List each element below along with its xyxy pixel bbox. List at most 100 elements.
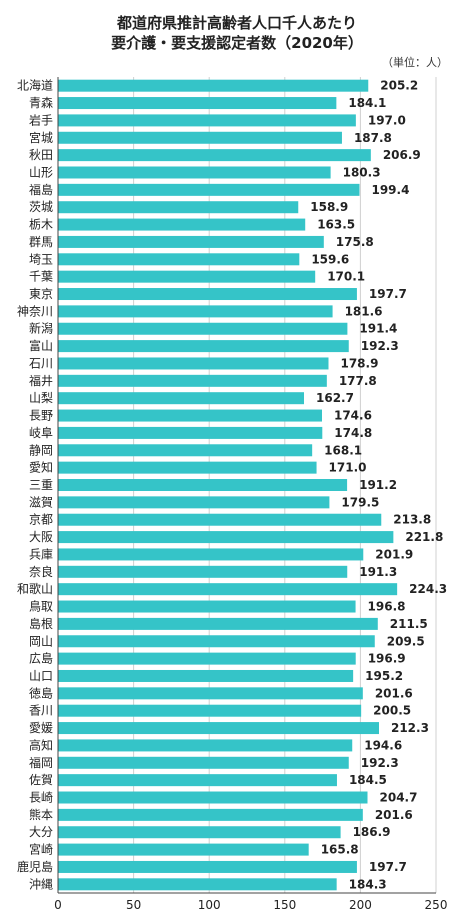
bar xyxy=(58,426,323,439)
bar xyxy=(58,201,299,214)
value-label: 181.6 xyxy=(345,304,383,318)
value-label: 206.9 xyxy=(383,148,421,162)
bar xyxy=(58,288,357,301)
bar xyxy=(58,79,369,92)
value-label: 187.8 xyxy=(354,131,392,145)
category-label: 愛媛 xyxy=(29,721,53,735)
category-label: 栃木 xyxy=(29,218,53,232)
category-label: 広島 xyxy=(29,651,53,666)
value-label: 199.4 xyxy=(371,183,409,197)
category-label: 長野 xyxy=(29,409,53,423)
category-label: 和歌山 xyxy=(17,581,53,596)
value-label: 168.1 xyxy=(324,443,362,457)
category-label: 福岡 xyxy=(29,755,53,770)
category-label: 徳島 xyxy=(29,685,53,700)
value-label: 184.5 xyxy=(349,773,387,787)
category-label: 東京 xyxy=(29,287,53,301)
category-label: 奈良 xyxy=(29,564,53,579)
bar xyxy=(58,97,337,110)
value-label: 196.8 xyxy=(368,600,406,614)
bar xyxy=(58,687,363,700)
category-label: 新潟 xyxy=(29,321,53,336)
x-tick-label: 200 xyxy=(349,898,372,912)
category-label: 山口 xyxy=(29,669,53,683)
value-label: 211.5 xyxy=(390,617,428,631)
x-tick-label: 0 xyxy=(54,898,62,912)
bar xyxy=(58,444,313,457)
value-label: 178.9 xyxy=(340,356,378,370)
bar xyxy=(58,131,342,144)
bar xyxy=(58,270,316,283)
bar xyxy=(58,253,300,266)
value-label: 201.6 xyxy=(375,686,413,700)
value-label: 201.6 xyxy=(375,808,413,822)
value-label: 158.9 xyxy=(310,200,348,214)
category-label: 静岡 xyxy=(29,443,53,457)
chart-title-line-1: 都道府県推計高齢者人口千人あたり xyxy=(116,14,357,32)
bar xyxy=(58,218,306,231)
value-label: 200.5 xyxy=(373,704,411,718)
category-label: 神奈川 xyxy=(17,304,53,318)
category-label: 大阪 xyxy=(29,530,53,544)
value-label: 186.9 xyxy=(353,825,391,839)
bar xyxy=(58,392,305,405)
bar xyxy=(58,722,379,735)
value-label: 179.5 xyxy=(341,495,379,509)
value-label: 213.8 xyxy=(393,513,431,527)
category-label: 秋田 xyxy=(29,148,53,162)
bar xyxy=(58,305,333,318)
x-tick-label: 150 xyxy=(273,898,296,912)
value-label: 191.2 xyxy=(359,478,397,492)
category-label: 群馬 xyxy=(29,235,53,249)
category-label: 山梨 xyxy=(29,391,53,405)
bar xyxy=(58,357,329,370)
bar xyxy=(58,583,398,596)
bar xyxy=(58,235,324,248)
bar xyxy=(58,322,348,335)
category-label: 山形 xyxy=(29,165,53,179)
bar xyxy=(58,756,349,769)
bar xyxy=(58,774,337,787)
category-label: 三重 xyxy=(29,478,53,492)
category-label: 石川 xyxy=(29,356,53,370)
value-label: 175.8 xyxy=(336,235,374,249)
bar xyxy=(58,635,375,648)
bar xyxy=(58,791,368,804)
category-label: 愛知 xyxy=(29,461,53,475)
category-label: 鳥取 xyxy=(29,599,53,614)
value-label: 205.2 xyxy=(380,79,418,93)
bar xyxy=(58,808,363,821)
value-label: 177.8 xyxy=(339,374,377,388)
bar xyxy=(58,600,356,613)
category-label: 埼玉 xyxy=(29,252,53,266)
category-label: 福井 xyxy=(29,373,53,388)
category-label: 熊本 xyxy=(29,807,53,822)
value-label: 221.8 xyxy=(405,530,443,544)
bar xyxy=(58,739,353,752)
category-label: 千葉 xyxy=(29,270,53,284)
category-label: 宮城 xyxy=(29,130,53,145)
value-label: 174.6 xyxy=(334,409,372,423)
category-label: 佐賀 xyxy=(29,773,53,787)
bar xyxy=(58,843,309,856)
value-label: 165.8 xyxy=(321,843,359,857)
value-label: 197.7 xyxy=(369,860,407,874)
category-label: 長崎 xyxy=(29,791,53,805)
value-label: 170.1 xyxy=(327,270,365,284)
bar xyxy=(58,878,337,891)
category-label: 鹿児島 xyxy=(17,859,53,874)
category-label: 富山 xyxy=(29,338,53,353)
bar xyxy=(58,704,362,717)
category-label: 香川 xyxy=(29,704,53,718)
value-label: 171.0 xyxy=(329,461,367,475)
x-tick-label: 100 xyxy=(198,898,221,912)
value-label: 197.0 xyxy=(368,113,406,127)
category-label: 宮崎 xyxy=(29,842,53,857)
category-label: 高知 xyxy=(29,737,53,752)
category-label: 岐阜 xyxy=(29,426,53,440)
value-label: 184.3 xyxy=(349,877,387,891)
value-label: 192.3 xyxy=(361,756,399,770)
bar xyxy=(58,479,348,491)
bar xyxy=(58,166,331,179)
value-label: 204.7 xyxy=(380,791,418,805)
